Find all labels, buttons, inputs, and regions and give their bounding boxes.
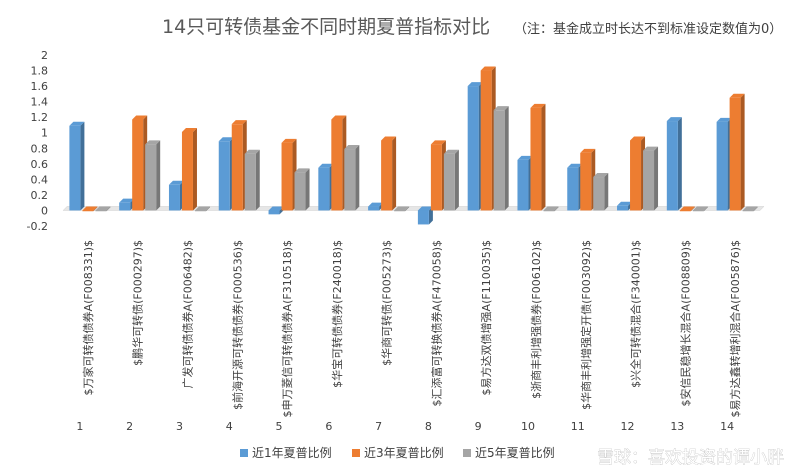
y-tick-label: 1.8 [31, 65, 49, 78]
category-label: $前海开源可转债债券(F000536)$ [230, 240, 244, 410]
legend-label: 近1年夏普比例 [252, 446, 332, 460]
y-tick-label: 0.4 [31, 173, 49, 186]
bar [530, 103, 546, 211]
bar [517, 155, 533, 211]
category-index-label: 5 [276, 420, 283, 433]
category-label: $浙商丰利增强债券(F006102)$ [529, 240, 543, 399]
bar [244, 149, 260, 211]
legend-label: 近5年夏普比例 [475, 446, 555, 460]
category-label: $鹏华可转债(F000297)$ [131, 240, 145, 366]
bar [666, 117, 682, 211]
bar [69, 121, 85, 211]
category-label: $万家可转债债券A(F008331)$ [81, 240, 95, 395]
category-index-labels: 1 2 3 4 5 6 7 8 9 10 11 12 13 14 [76, 420, 734, 433]
bar [593, 173, 609, 211]
bar [381, 136, 397, 211]
bar [168, 180, 184, 211]
bar [467, 82, 483, 211]
legend-swatch [463, 449, 471, 457]
bar [493, 106, 509, 211]
legend: 近1年夏普比例 近3年夏普比例 近5年夏普比例 [240, 446, 555, 460]
category-label: $安信民稳增长混合A(F008809)$ [678, 240, 692, 406]
category-label: $华商可转债(F005273)$ [380, 240, 394, 366]
bar [231, 120, 247, 211]
legend-swatch [240, 449, 248, 457]
chart-subtitle: （注：基金成立时长达不到标准设定数值为0） [514, 21, 782, 37]
bar [294, 168, 310, 211]
bar [716, 117, 732, 211]
bar [281, 138, 297, 211]
bar [417, 206, 433, 225]
bar [82, 206, 98, 212]
y-tick-label: 0 [41, 204, 48, 217]
category-index-label: 12 [621, 420, 635, 433]
bar [742, 206, 758, 212]
bar [480, 66, 496, 211]
category-index-label: 4 [226, 420, 233, 433]
y-tick-label: 0.6 [31, 158, 49, 171]
bar [119, 198, 135, 211]
bar [95, 206, 111, 212]
bar [430, 140, 446, 211]
bar [543, 206, 559, 212]
y-tick-label: 1 [41, 127, 48, 140]
category-label: $汇添富可转换债券A(F470058)$ [429, 240, 443, 406]
category-label: $易方达双债增强A(F110035)$ [479, 240, 493, 395]
y-tick-label: 2 [41, 49, 48, 62]
chart-title: 14只可转债基金不同时期夏普指标对比 [162, 16, 490, 38]
bar [443, 149, 459, 211]
bar [331, 115, 347, 211]
bar [692, 206, 708, 212]
category-index-label: 11 [571, 420, 585, 433]
bar-area [69, 66, 758, 225]
category-index-label: 6 [325, 420, 332, 433]
bar [194, 206, 210, 212]
bar [630, 136, 646, 211]
bar [132, 115, 148, 211]
category-label: $申万菱信可转债债券A(F310518)$ [280, 240, 294, 417]
legend-item: 近3年夏普比例 [352, 446, 444, 460]
category-index-label: 3 [176, 420, 183, 433]
category-index-label: 14 [720, 420, 734, 433]
category-label: $易方达鑫转增利混合A(F005876)$ [728, 240, 742, 417]
category-label: 广发可转债债券A(F006482)$ [180, 240, 194, 388]
bar [580, 148, 596, 211]
category-index-label: 2 [126, 420, 133, 433]
y-tick-label: 1.2 [31, 111, 49, 124]
legend-item: 近1年夏普比例 [240, 446, 332, 460]
bar [729, 93, 745, 211]
y-tick-label: -0.2 [27, 220, 48, 233]
bar [218, 137, 234, 211]
legend-item: 近5年夏普比例 [463, 446, 555, 460]
bar [181, 127, 197, 211]
category-labels: $万家可转债债券A(F008331)$ $鹏华可转债(F000297)$ 广发可转债… [81, 240, 742, 417]
category-index-label: 9 [475, 420, 482, 433]
y-tick-label: 1.4 [31, 96, 49, 109]
zero-floor [62, 206, 765, 211]
y-tick-label: 1.6 [31, 80, 49, 93]
category-label: $兴全可转债混合(F340001)$ [629, 240, 643, 388]
bar [643, 146, 659, 211]
y-tick-label: 0.2 [31, 189, 49, 202]
bar [679, 206, 695, 212]
bar [318, 163, 334, 211]
category-index-label: 13 [670, 420, 684, 433]
legend-label: 近3年夏普比例 [364, 446, 444, 460]
category-index-label: 1 [76, 420, 83, 433]
category-index-label: 8 [425, 420, 432, 433]
bar [567, 163, 583, 211]
category-index-label: 10 [521, 420, 535, 433]
category-label: $华宝可转债债券(F240018)$ [330, 240, 344, 388]
legend-swatch [352, 449, 360, 457]
bar [344, 145, 360, 211]
bar [394, 206, 410, 212]
bar [145, 140, 161, 211]
category-index-label: 7 [375, 420, 382, 433]
watermark: 雪球：喜欢投资的谭小胖 [597, 448, 784, 468]
category-label: $华商丰利增强定开债(F003092)$ [579, 240, 593, 410]
y-tick-label: 0.8 [31, 142, 49, 155]
